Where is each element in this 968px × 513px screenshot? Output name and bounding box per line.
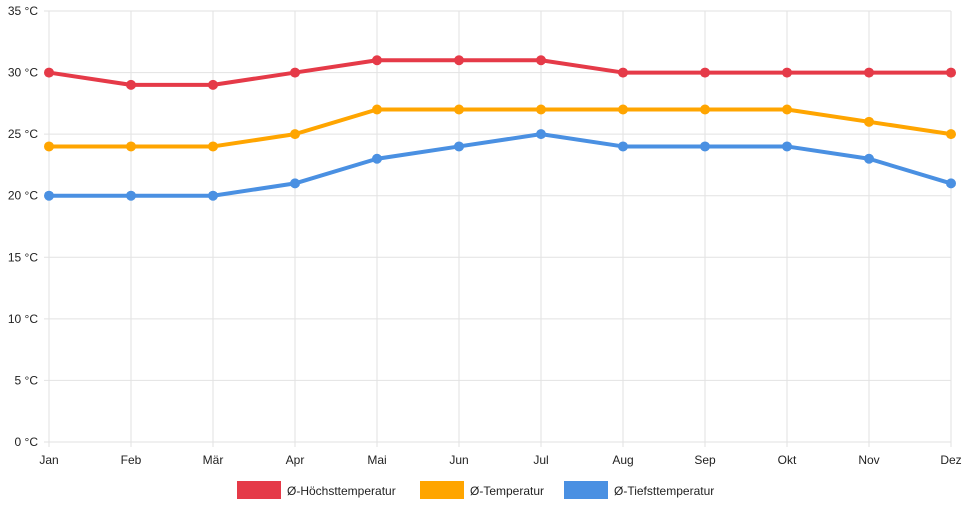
- data-point: [946, 178, 956, 189]
- y-tick-label: 30 °C: [8, 66, 38, 80]
- data-point: [618, 104, 628, 115]
- data-point: [536, 129, 546, 140]
- data-point: [618, 67, 628, 78]
- data-point: [782, 104, 792, 115]
- data-point: [864, 153, 874, 164]
- x-tick-label: Jul: [533, 453, 548, 467]
- data-point: [864, 67, 874, 78]
- x-tick-label: Mär: [203, 453, 224, 467]
- x-tick-label: Nov: [858, 453, 879, 467]
- data-point: [782, 141, 792, 152]
- x-tick-label: Dez: [940, 453, 961, 467]
- data-point: [44, 141, 54, 152]
- data-point: [700, 67, 710, 78]
- x-tick-label: Jan: [39, 453, 58, 467]
- legend-label: Ø-Tiefsttemperatur: [614, 484, 714, 498]
- data-point: [782, 67, 792, 78]
- data-point: [700, 104, 710, 115]
- series-lines: [44, 55, 956, 201]
- grid-lines: [44, 10, 952, 447]
- legend-swatch: [420, 481, 464, 499]
- data-point: [208, 79, 218, 90]
- x-axis: Jan Feb Mär Apr Mai Jun Jul Aug Sep Okt Nov Dez: [39, 453, 961, 467]
- y-tick-label: 25 °C: [8, 127, 38, 141]
- data-point: [536, 104, 546, 115]
- y-tick-label: 5 °C: [15, 373, 39, 387]
- legend-label: Ø-Temperatur: [470, 484, 544, 498]
- data-point: [454, 141, 464, 152]
- x-tick-label: Apr: [286, 453, 305, 467]
- x-tick-label: Mai: [367, 453, 386, 467]
- legend: Ø-Höchsttemperatur Ø-Temperatur Ø-Tiefstte…: [237, 481, 714, 499]
- data-point: [372, 55, 382, 66]
- x-tick-label: Feb: [121, 453, 142, 467]
- x-tick-label: Aug: [612, 453, 633, 467]
- y-tick-label: 35 °C: [8, 4, 38, 18]
- data-point: [126, 190, 136, 201]
- y-tick-label: 10 °C: [8, 312, 38, 326]
- legend-swatch: [237, 481, 281, 499]
- data-point: [700, 141, 710, 152]
- data-point: [454, 104, 464, 115]
- data-point: [372, 104, 382, 115]
- data-point: [372, 153, 382, 164]
- data-point: [946, 129, 956, 140]
- y-axis: 0 °C 5 °C 10 °C 15 °C 20 °C 25 °C 30 °C 35 °C: [8, 4, 38, 449]
- data-point: [126, 141, 136, 152]
- data-point: [864, 116, 874, 127]
- series-2: [44, 129, 956, 201]
- data-point: [208, 141, 218, 152]
- data-point: [44, 67, 54, 78]
- x-tick-label: Sep: [694, 453, 716, 467]
- series-line: [48, 58, 951, 87]
- data-point: [536, 55, 546, 66]
- y-tick-label: 15 °C: [8, 250, 38, 264]
- data-point: [618, 141, 628, 152]
- x-tick-label: Okt: [778, 453, 797, 467]
- data-point: [454, 55, 464, 66]
- data-point: [208, 190, 218, 201]
- y-tick-label: 20 °C: [8, 189, 38, 203]
- data-point: [126, 79, 136, 90]
- x-tick-label: Jun: [449, 453, 468, 467]
- y-tick-label: 0 °C: [15, 435, 39, 449]
- data-point: [290, 129, 300, 140]
- series-0: [44, 55, 956, 90]
- data-point: [44, 190, 54, 201]
- data-point: [290, 67, 300, 78]
- legend-swatch: [564, 481, 608, 499]
- series-line: [49, 132, 952, 198]
- data-point: [290, 178, 300, 189]
- data-point: [946, 67, 956, 78]
- legend-label: Ø-Höchsttemperatur: [287, 484, 396, 498]
- series-1: [44, 104, 956, 152]
- series-line: [49, 107, 952, 149]
